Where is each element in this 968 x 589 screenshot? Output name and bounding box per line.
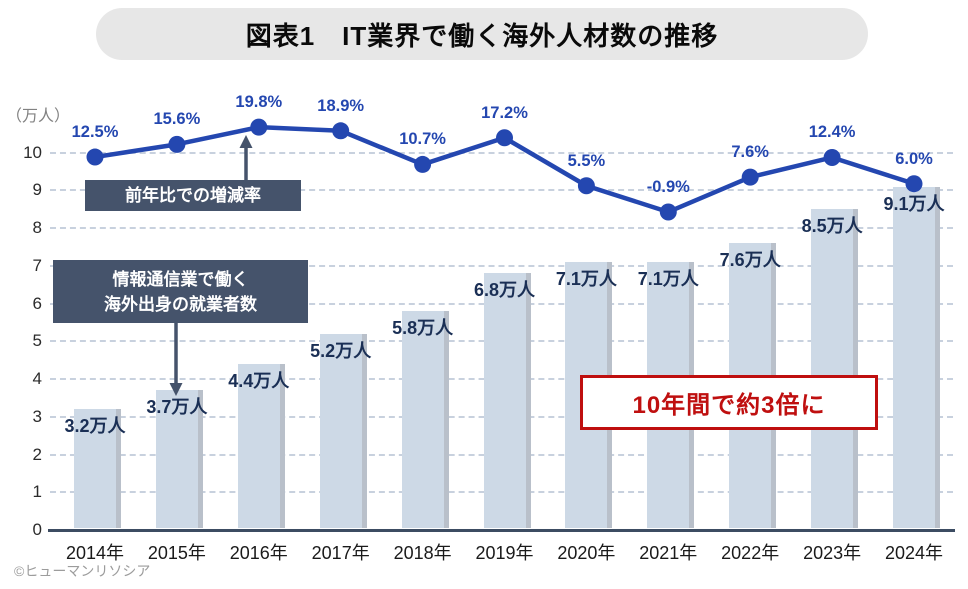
line-marker-2017年 bbox=[332, 122, 350, 140]
bar-2014年 bbox=[74, 409, 121, 529]
grid-line-7 bbox=[50, 264, 953, 267]
pct-label-2023年: 12.4% bbox=[808, 123, 856, 142]
bar-value-label-2017年: 5.2万人 bbox=[310, 340, 372, 361]
pct-label-2018年: 10.7% bbox=[399, 130, 446, 149]
bar-2016年 bbox=[237, 363, 285, 529]
y-tick-label-3: 3 bbox=[32, 406, 42, 426]
y-tick-label-10: 10 bbox=[23, 142, 42, 162]
pct-label-2024年: 6.0% bbox=[895, 149, 933, 168]
x-tick-label-2022年: 2022年 bbox=[721, 543, 780, 563]
line-series-note-box: 前年比での増減率 bbox=[85, 180, 301, 211]
bar-value-label-2022年: 7.6万人 bbox=[719, 250, 781, 271]
x-tick-label-2019年: 2019年 bbox=[475, 543, 534, 563]
bar-2019年 bbox=[483, 273, 531, 529]
bar-series-note-box: 情報通信業で働く 海外出身の就業者数 bbox=[53, 260, 308, 323]
y-tick-label-8: 8 bbox=[32, 218, 42, 238]
bar-value-label-2015年: 3.7万人 bbox=[146, 397, 208, 418]
pct-label-2015年: 15.6% bbox=[153, 110, 201, 129]
x-tick-label-2024年: 2024年 bbox=[884, 543, 944, 563]
x-tick-label-2023年: 2023年 bbox=[803, 543, 862, 563]
x-tick-label-2017年: 2017年 bbox=[311, 543, 370, 563]
bar-value-label-2024年: 9.1万人 bbox=[883, 193, 945, 214]
y-tick-label-4: 4 bbox=[32, 369, 42, 389]
line-marker-2021年 bbox=[659, 203, 677, 221]
chart-title-banner: 図表1 IT業界で働く海外人材数の推移 bbox=[96, 8, 868, 60]
pct-label-2016年: 19.8% bbox=[235, 93, 283, 112]
arrow-to-bar bbox=[169, 322, 183, 396]
y-tick-label-9: 9 bbox=[32, 180, 42, 200]
bar-value-label-2016年: 4.4万人 bbox=[228, 370, 290, 391]
line-marker-2022年 bbox=[741, 168, 759, 186]
bar-value-label-2021年: 7.1万人 bbox=[637, 269, 699, 290]
pct-label-2017年: 18.9% bbox=[317, 96, 365, 115]
y-tick-label-2: 2 bbox=[32, 444, 42, 464]
y-tick-label-1: 1 bbox=[32, 482, 42, 502]
bar-2023年 bbox=[811, 209, 859, 529]
bar-2024年 bbox=[893, 186, 940, 529]
x-tick-label-2015年: 2015年 bbox=[147, 543, 206, 563]
line-marker-2019年 bbox=[496, 129, 513, 147]
y-tick-label-6: 6 bbox=[32, 293, 42, 313]
line-marker-2018年 bbox=[414, 155, 432, 173]
y-tick-label-5: 5 bbox=[32, 331, 42, 351]
bar-2017年 bbox=[319, 333, 367, 529]
line-marker-2016年 bbox=[250, 118, 268, 136]
bar-2015年 bbox=[155, 390, 203, 529]
x-tick-label-2016年: 2016年 bbox=[229, 543, 288, 563]
pct-label-2020年: 5.5% bbox=[567, 151, 606, 170]
x-tick-label-2021年: 2021年 bbox=[639, 543, 698, 563]
bar-value-label-2014年: 3.2万人 bbox=[64, 416, 126, 437]
pct-label-2021年: -0.9% bbox=[646, 177, 690, 196]
grid-line-10 bbox=[50, 151, 953, 154]
pct-label-2022年: 7.6% bbox=[731, 143, 769, 162]
arrow-to-line-point bbox=[239, 135, 253, 181]
bar-value-label-2019年: 6.8万人 bbox=[473, 280, 536, 301]
y-axis-unit-label: （万人） bbox=[6, 108, 71, 125]
y-tick-label-7: 7 bbox=[32, 255, 42, 275]
copyright-credit: ©ヒューマンリソシア bbox=[14, 563, 151, 579]
x-tick-label-2014年: 2014年 bbox=[65, 543, 125, 563]
highlight-callout-text: 10年間で約3倍に bbox=[632, 392, 826, 419]
bar-2018年 bbox=[401, 311, 449, 529]
highlight-callout-box: 10年間で約3倍に bbox=[580, 375, 878, 430]
x-tick-label-2018年: 2018年 bbox=[393, 543, 452, 563]
bar-value-label-2018年: 5.8万人 bbox=[392, 318, 454, 339]
x-axis-line bbox=[48, 528, 955, 532]
bar-value-label-2023年: 8.5万人 bbox=[801, 216, 863, 237]
grid-line-8 bbox=[50, 227, 953, 230]
bar-value-label-2020年: 7.1万人 bbox=[555, 269, 617, 290]
x-tick-label-2020年: 2020年 bbox=[557, 543, 616, 563]
pct-label-2019年: 17.2% bbox=[481, 103, 528, 122]
line-marker-2020年 bbox=[577, 177, 595, 195]
line-series-note-text: 前年比での増減率 bbox=[125, 186, 261, 205]
bar-series-note-line1: 情報通信業で働く bbox=[112, 269, 249, 289]
chart-title: 図表1 IT業界で働く海外人材数の推移 bbox=[245, 20, 719, 51]
y-tick-label-0: 0 bbox=[32, 520, 42, 539]
bar-series-note-line2: 海外出身の就業者数 bbox=[104, 294, 257, 314]
line-marker-2015年 bbox=[168, 135, 186, 153]
